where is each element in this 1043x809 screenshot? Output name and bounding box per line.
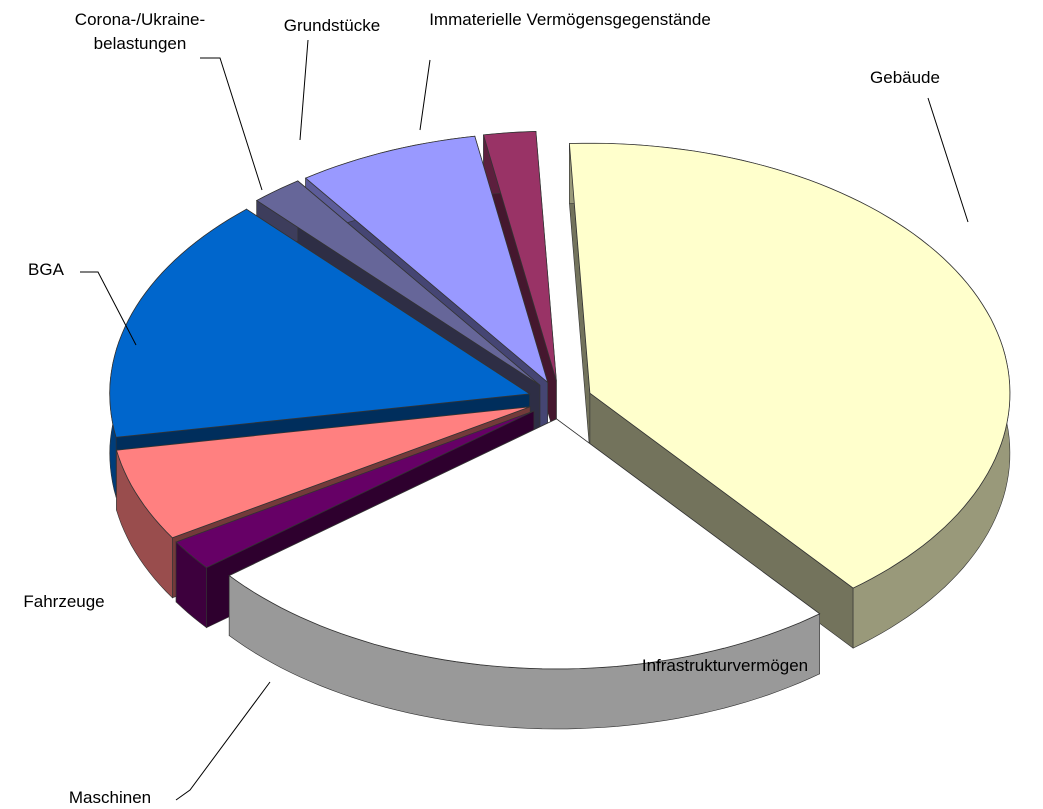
- leader-line: [927, 97, 969, 223]
- slice-label: BGA: [28, 260, 64, 279]
- leader-line: [299, 39, 309, 141]
- slice-top: [304, 135, 549, 384]
- slice-top: [175, 410, 535, 569]
- leader-line: [80, 271, 137, 346]
- slice-top: [255, 180, 541, 386]
- leader-line: [175, 681, 271, 801]
- slice-top: [109, 208, 531, 438]
- slice-label: Fahrzeuge: [23, 592, 105, 611]
- slice-label: Grundstücke: [283, 16, 381, 35]
- slice-top: [115, 406, 531, 539]
- slice-label: Corona-/Ukraine-belastungen: [74, 10, 206, 53]
- leader-line: [419, 59, 431, 131]
- slice-label: Gebäude: [870, 68, 940, 87]
- slice-top: [228, 418, 821, 670]
- slice: [228, 418, 821, 730]
- slice-top: [482, 130, 557, 382]
- slice-label: Maschinen: [68, 788, 152, 807]
- slice-label: Immaterielle Vermögensgegenstände: [429, 10, 711, 29]
- slice-label: Infrastrukturvermögen: [641, 656, 809, 675]
- leader-line: [200, 57, 263, 191]
- slice: [568, 142, 1011, 649]
- slice-top: [568, 142, 1011, 589]
